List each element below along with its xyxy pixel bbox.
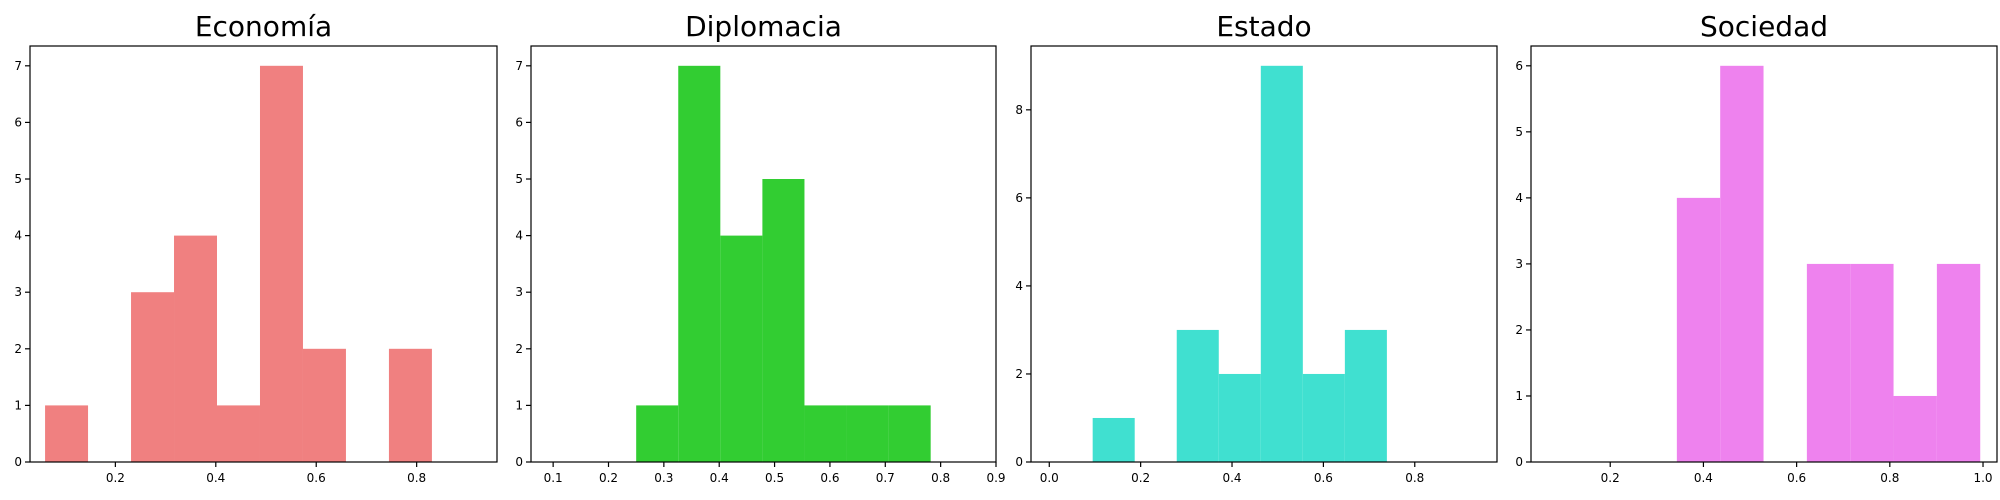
y-tick-label: 3 bbox=[14, 285, 22, 299]
y-tick-label: 4 bbox=[14, 229, 22, 243]
y-tick-label: 7 bbox=[14, 59, 22, 73]
chart-title: Economía bbox=[195, 10, 332, 43]
histogram-bar bbox=[804, 405, 847, 462]
y-tick-label: 1 bbox=[1515, 389, 1523, 403]
chart-panel-3: 0.0 0.2 0.4 0.6 0.8 0 2 4 6 8 Estado bbox=[1015, 10, 1498, 485]
y-tick-label: 4 bbox=[515, 229, 523, 243]
y-tick-label: 0 bbox=[515, 455, 523, 469]
histogram-bar bbox=[762, 179, 805, 462]
histogram-bar bbox=[1676, 197, 1721, 462]
histogram-bar bbox=[388, 348, 432, 462]
y-tick-label: 4 bbox=[1015, 279, 1023, 293]
y-tick-label: 1 bbox=[515, 398, 523, 412]
histogram-bar bbox=[720, 235, 763, 462]
histogram-bar bbox=[1092, 417, 1135, 462]
histogram-bar bbox=[1936, 263, 1981, 462]
x-tick-label: 0.3 bbox=[654, 471, 673, 485]
y-tick-label: 0 bbox=[1515, 455, 1523, 469]
histogram-bar bbox=[302, 348, 346, 462]
x-tick-label: 0.2 bbox=[106, 471, 125, 485]
x-tick-label: 0.8 bbox=[931, 471, 950, 485]
y-tick-label: 8 bbox=[1015, 103, 1023, 117]
y-tick-label: 3 bbox=[1515, 257, 1523, 271]
axes-frame bbox=[29, 45, 498, 463]
x-tick-label: 0.5 bbox=[765, 471, 784, 485]
histogram-bar bbox=[131, 292, 175, 462]
histogram-bar bbox=[1893, 395, 1937, 462]
chart-panel-2: 0.1 0.2 0.3 0.4 0.5 0.6 0.7 0.8 0.9 0 1 2 3 4 5 6 7 Diplo… bbox=[515, 10, 1005, 485]
x-tick-label: 0.6 bbox=[1787, 471, 1806, 485]
axes-frame bbox=[1030, 45, 1498, 463]
histogram-bar bbox=[1720, 65, 1764, 463]
histogram-bar bbox=[1218, 373, 1261, 462]
y-tick-label: 4 bbox=[1515, 191, 1523, 205]
histogram-bar bbox=[636, 405, 679, 462]
x-tick-label: 0.6 bbox=[1314, 471, 1333, 485]
histogram-bar bbox=[45, 405, 89, 462]
chart-panel-4: 0.2 0.4 0.6 0.8 1.0 0 1 2 3 4 5 6 Sociedad bbox=[1515, 10, 1998, 485]
axes-frame bbox=[1530, 45, 1998, 463]
y-tick-label: 1 bbox=[14, 398, 22, 412]
histogram-bar bbox=[1344, 329, 1387, 462]
x-tick-label: 0.4 bbox=[710, 471, 729, 485]
histogram-bar bbox=[1302, 373, 1345, 462]
y-tick-label: 5 bbox=[1515, 125, 1523, 139]
x-tick-label: 0.9 bbox=[986, 471, 1005, 485]
histogram-bar bbox=[846, 405, 889, 462]
y-tick-label: 2 bbox=[1515, 323, 1523, 337]
y-tick-label: 3 bbox=[515, 285, 523, 299]
y-tick-label: 2 bbox=[515, 342, 523, 356]
x-tick-label: 0.8 bbox=[407, 471, 426, 485]
x-tick-label: 0.8 bbox=[1880, 471, 1899, 485]
histogram-bar bbox=[1850, 263, 1894, 462]
x-tick-label: 0.1 bbox=[544, 471, 563, 485]
chart-title: Sociedad bbox=[1700, 10, 1828, 43]
y-tick-label: 2 bbox=[1015, 367, 1023, 381]
x-tick-label: 0.7 bbox=[876, 471, 895, 485]
x-tick-label: 1.0 bbox=[1973, 471, 1992, 485]
x-tick-label: 0.2 bbox=[1601, 471, 1620, 485]
x-tick-label: 0.4 bbox=[206, 471, 225, 485]
y-tick-label: 0 bbox=[1015, 455, 1023, 469]
chart-title: Estado bbox=[1216, 10, 1311, 43]
histogram-bar bbox=[888, 405, 931, 462]
y-tick-label: 2 bbox=[14, 342, 22, 356]
y-tick-label: 5 bbox=[14, 172, 22, 186]
axes-frame bbox=[530, 45, 997, 463]
x-tick-label: 0.2 bbox=[599, 471, 618, 485]
y-tick-label: 7 bbox=[515, 59, 523, 73]
chart-title: Diplomacia bbox=[685, 10, 842, 43]
y-tick-label: 6 bbox=[1015, 191, 1023, 205]
x-tick-label: 0.2 bbox=[1131, 471, 1150, 485]
y-tick-label: 5 bbox=[515, 172, 523, 186]
y-tick-label: 6 bbox=[14, 115, 22, 129]
x-tick-label: 0.4 bbox=[1694, 471, 1713, 485]
histogram-bar bbox=[259, 65, 303, 463]
y-tick-label: 6 bbox=[515, 115, 523, 129]
histogram-bar bbox=[1260, 65, 1303, 463]
x-tick-label: 0.0 bbox=[1040, 471, 1059, 485]
histogram-bar bbox=[217, 405, 260, 462]
y-tick-label: 0 bbox=[14, 455, 22, 469]
x-tick-label: 0.4 bbox=[1222, 471, 1241, 485]
histogram-bar bbox=[678, 65, 721, 463]
x-tick-label: 0.6 bbox=[820, 471, 839, 485]
histogram-bar bbox=[1176, 329, 1219, 462]
chart-panel-1: 0.2 0.4 0.6 0.8 0 1 2 3 4 5 6 7 Economía bbox=[14, 10, 498, 485]
histogram-bar bbox=[174, 235, 218, 462]
x-tick-label: 0.6 bbox=[307, 471, 326, 485]
histogram-bar bbox=[1806, 263, 1851, 462]
y-tick-label: 6 bbox=[1515, 59, 1523, 73]
x-tick-label: 0.8 bbox=[1405, 471, 1424, 485]
